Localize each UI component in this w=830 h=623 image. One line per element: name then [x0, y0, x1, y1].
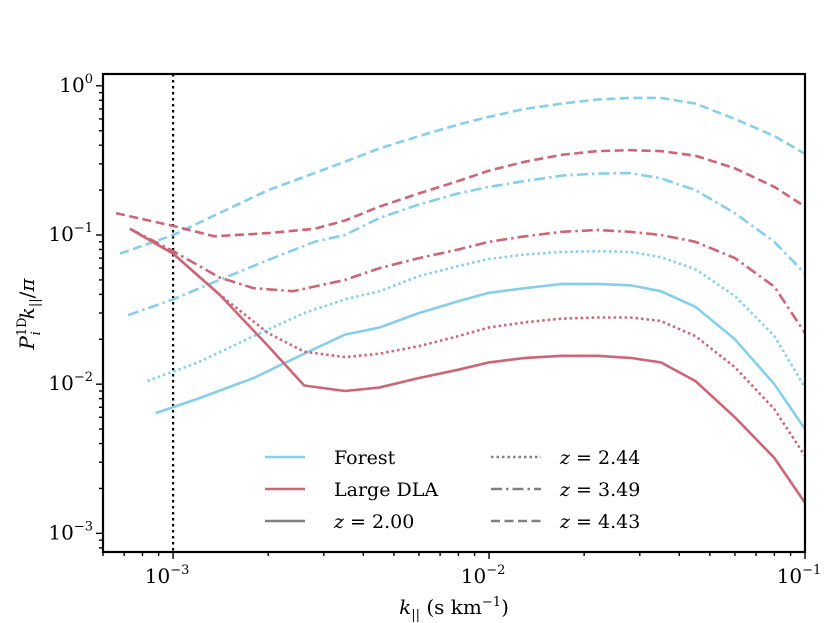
legend-label: Forest	[334, 447, 396, 469]
series-line-forest-solid	[155, 282, 807, 430]
series-line-dla-dotted	[129, 227, 807, 457]
series-line-forest-dashdot	[127, 171, 806, 317]
y-tick-label: 10−2	[48, 370, 93, 395]
series-line-dla-dashed	[115, 148, 806, 238]
plot-frame	[101, 72, 807, 554]
legend-label: z = 3.49	[559, 479, 640, 501]
x-tick-label: 10−3	[145, 563, 190, 588]
series-line-dla-dashdot	[129, 227, 807, 334]
y-tick-label: 10−3	[48, 519, 93, 544]
legend-label: z = 2.44	[559, 447, 640, 469]
legend-label: z = 4.43	[559, 511, 640, 533]
x-tick-label: 10−1	[777, 563, 822, 588]
legend-label: Large DLA	[334, 479, 438, 501]
legend-label: z = 2.00	[333, 511, 414, 533]
y-axis-label: P1Dik||/π	[15, 278, 44, 351]
y-tick-label: 10−1	[48, 221, 93, 246]
series-line-dla-solid	[129, 227, 807, 504]
legend: Forest Large DLA z = 2.00 z = 2.44 z = 3.49 z…	[265, 447, 640, 533]
series-line-forest-dashed	[119, 96, 806, 255]
axis-ticks: 10−3 10−2 10−1 10−3 10−2 10−1 100	[48, 72, 821, 588]
x-axis-label: k|| (s km−1)	[399, 595, 509, 623]
x-tick-label: 10−2	[461, 563, 506, 588]
series-line-forest-dotted	[147, 249, 807, 389]
y-tick-label: 100	[59, 72, 93, 97]
series-lines	[115, 96, 807, 504]
